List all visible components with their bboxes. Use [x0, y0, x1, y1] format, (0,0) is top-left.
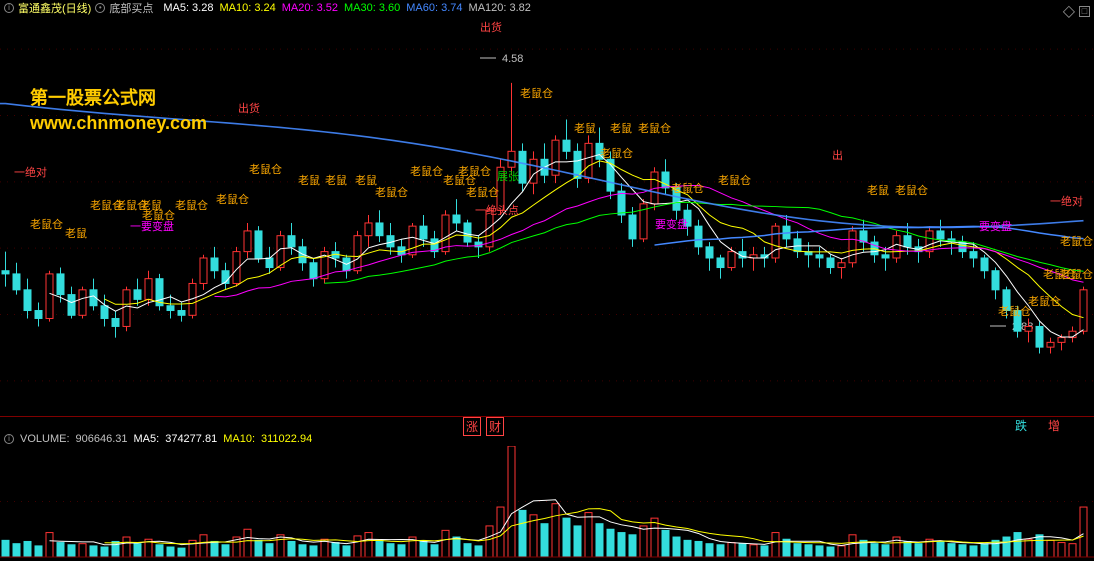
price-chart[interactable]: 4.582.88 [0, 16, 1094, 416]
vol-ma10-value: 311022.94 [261, 433, 312, 445]
top-header: i 富通鑫茂(日线) • 底部买点 MA5: 3.28 MA10: 3.24 MA2… [0, 0, 1094, 16]
chart-root: i 富通鑫茂(日线) • 底部买点 MA5: 3.28 MA10: 3.24 MA2… [0, 0, 1094, 561]
separator-bar: 涨财跌增 [0, 416, 1094, 432]
vol-ma10-label: MA10: [223, 433, 255, 445]
ma-value: MA20: 3.52 [282, 2, 338, 14]
vol-info-icon[interactable]: i [4, 434, 14, 444]
ma-value: MA60: 3.74 [406, 2, 462, 14]
ma-value: MA10: 3.24 [219, 2, 275, 14]
info-icon[interactable]: i [4, 3, 14, 13]
expand-icon[interactable]: □ [1079, 6, 1090, 17]
sep-label: 增 [1048, 417, 1060, 434]
ma-value: MA5: 3.28 [163, 2, 213, 14]
sep-label: 涨 [463, 417, 481, 436]
sep-label: 跌 [1015, 417, 1027, 434]
vol-label: VOLUME: [20, 433, 70, 445]
volume-header: i VOLUME: 906646.31 MA5: 374277.81 MA10:… [4, 432, 312, 446]
ma-value: MA120: 3.82 [469, 2, 531, 14]
volume-chart[interactable] [0, 446, 1094, 561]
refresh-icon[interactable]: • [95, 3, 105, 13]
indicator-name: 底部买点 [109, 0, 153, 16]
svg-text:4.58: 4.58 [502, 53, 523, 65]
stock-name: 富通鑫茂(日线) [18, 0, 91, 16]
vol-ma5-value: 374277.81 [165, 433, 217, 445]
ma-values: MA5: 3.28 MA10: 3.24 MA20: 3.52 MA30: 3.60 M… [157, 2, 531, 14]
vol-value: 906646.31 [76, 433, 128, 445]
sep-label: 财 [486, 417, 504, 436]
vol-ma5-label: MA5: [134, 433, 160, 445]
ma-value: MA30: 3.60 [344, 2, 400, 14]
